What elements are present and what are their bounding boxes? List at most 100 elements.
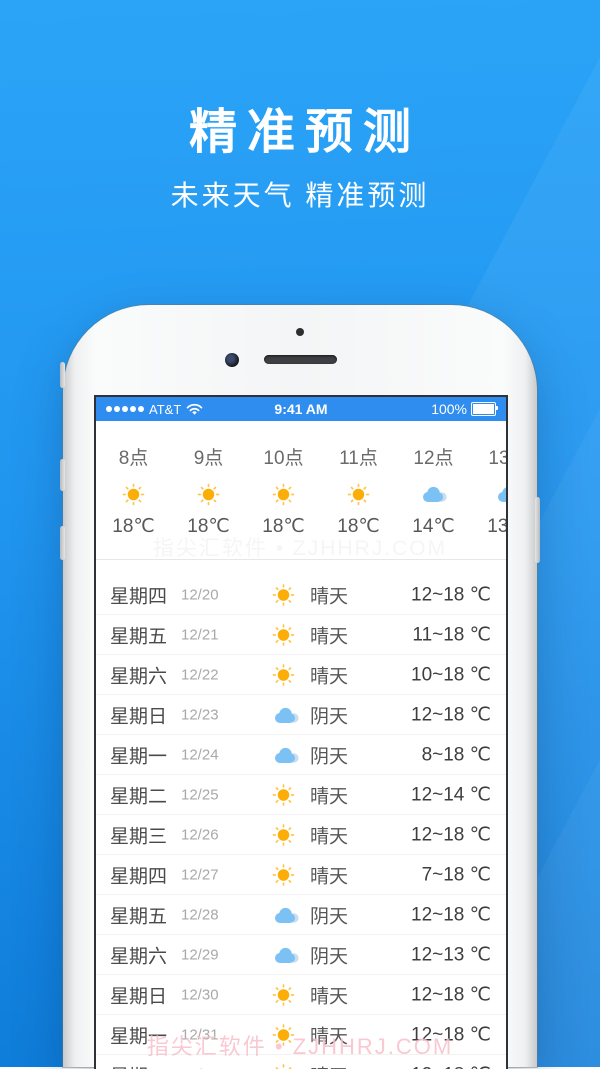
sun-icon: [272, 1063, 295, 1069]
battery-full-icon: [471, 402, 496, 416]
sun-icon: [272, 823, 295, 846]
front-camera: [225, 353, 239, 367]
weekday-label: 星期三: [110, 821, 167, 848]
sun-icon: [272, 583, 295, 606]
date-label: 12/25: [181, 786, 219, 803]
proximity-sensor-dot: [296, 328, 304, 336]
daily-forecast-row[interactable]: 星期日 12/23 阴天 12~18 ℃: [96, 695, 506, 735]
daily-forecast-row[interactable]: 星期五 12/21 晴天 11~18 ℃: [96, 615, 506, 655]
sun-icon: [197, 483, 220, 506]
temperature-range-label: 11~18 ℃: [412, 623, 491, 646]
temperature-range-label: 12~18 ℃: [411, 1063, 491, 1069]
sun-icon: [272, 983, 295, 1006]
condition-label: 阴天: [310, 741, 348, 768]
cloud-icon: [272, 745, 300, 765]
battery-percent-label: 100%: [431, 401, 467, 417]
date-label: 12/29: [181, 946, 219, 963]
condition-label: 晴天: [310, 1061, 348, 1069]
sun-icon: [122, 483, 145, 506]
weekday-label: 星期五: [110, 621, 167, 648]
daily-forecast-row[interactable]: 星期五 12/28 阴天 12~18 ℃: [96, 895, 506, 935]
weekday-label: 星期四: [110, 861, 167, 888]
date-label: 12/28: [181, 906, 219, 923]
cloud-icon: [420, 484, 448, 504]
earpiece-speaker: [264, 355, 337, 364]
temperature-range-label: 7~18 ℃: [422, 863, 491, 886]
hero-title: 精准预测: [0, 92, 600, 162]
cloud-icon: [272, 705, 300, 725]
status-bar: AT&T 9:41 AM 100%: [96, 397, 506, 421]
daily-forecast-row[interactable]: 星期四 12/20 晴天 12~18 ℃: [96, 575, 506, 615]
temperature-range-label: 12~18 ℃: [411, 823, 491, 846]
watermark: 指尖汇软件 • ZJHHRJ.COM: [0, 1029, 600, 1061]
condition-label: 晴天: [310, 621, 348, 648]
daily-forecast-row[interactable]: 星期一 12/24 阴天 8~18 ℃: [96, 735, 506, 775]
app-screen: AT&T 9:41 AM 100% 8点: [94, 395, 508, 1069]
cloud-icon: [272, 945, 300, 965]
sun-icon: [347, 483, 370, 506]
sun-icon: [272, 863, 295, 886]
date-label: 12/27: [181, 866, 219, 883]
date-label: 12/21: [181, 626, 219, 643]
condition-label: 晴天: [310, 981, 348, 1008]
date-label: 12/24: [181, 746, 219, 763]
daily-forecast-row[interactable]: 星期六 12/22 晴天 10~18 ℃: [96, 655, 506, 695]
carrier-label: AT&T: [149, 402, 181, 417]
date-label: 12/26: [181, 826, 219, 843]
mute-switch: [60, 362, 65, 388]
weekday-label: 星期二: [110, 1061, 167, 1069]
hero-subtitle: 未来天气 精准预测: [0, 174, 600, 214]
hour-label: 11点: [339, 448, 378, 469]
condition-label: 晴天: [310, 821, 348, 848]
condition-label: 晴天: [310, 861, 348, 888]
weekday-label: 星期二: [110, 781, 167, 808]
daily-forecast-list: 星期四 12/20 晴天 12~18 ℃: [96, 560, 506, 1069]
daily-forecast-row[interactable]: 星期二 12/25 晴天 12~14 ℃: [96, 775, 506, 815]
hour-label: 13点: [488, 448, 508, 469]
condition-label: 晴天: [310, 781, 348, 808]
weekday-label: 星期日: [110, 701, 167, 728]
hour-label: 8点: [119, 448, 149, 469]
sun-icon: [272, 623, 295, 646]
temperature-range-label: 12~18 ℃: [411, 903, 491, 926]
date-label: 12/20: [181, 586, 219, 603]
temperature-range-label: 12~18 ℃: [411, 983, 491, 1006]
phone-mockup: AT&T 9:41 AM 100% 8点: [63, 305, 537, 1067]
daily-forecast-row[interactable]: 星期三 12/26 晴天 12~18 ℃: [96, 815, 506, 855]
weekday-label: 星期六: [110, 661, 167, 688]
hour-label: 9点: [194, 448, 224, 469]
sun-icon: [272, 663, 295, 686]
temperature-range-label: 10~18 ℃: [411, 663, 491, 686]
temperature-range-label: 12~18 ℃: [411, 583, 491, 606]
weekday-label: 星期四: [110, 581, 167, 608]
date-label: 12/22: [181, 666, 219, 683]
cloud-icon: [272, 905, 300, 925]
volume-up-button: [60, 459, 65, 491]
faint-watermark: 指尖汇软件 • ZJHHRJ.COM: [0, 532, 600, 562]
temperature-range-label: 8~18 ℃: [422, 743, 491, 766]
signal-strength-icon: [106, 406, 144, 412]
condition-label: 阴天: [310, 701, 348, 728]
condition-label: 晴天: [310, 581, 348, 608]
hour-label: 12点: [413, 448, 453, 469]
condition-label: 阴天: [310, 941, 348, 968]
condition-label: 晴天: [310, 661, 348, 688]
weekday-label: 星期五: [110, 901, 167, 928]
wifi-icon: [186, 403, 203, 416]
weekday-label: 星期日: [110, 981, 167, 1008]
sun-icon: [272, 783, 295, 806]
date-label: 12/30: [181, 986, 219, 1003]
weekday-label: 星期一: [110, 741, 167, 768]
sun-icon: [272, 483, 295, 506]
temperature-range-label: 12~13 ℃: [411, 943, 491, 966]
weekday-label: 星期六: [110, 941, 167, 968]
temperature-range-label: 12~18 ℃: [411, 703, 491, 726]
date-label: 12/23: [181, 706, 219, 723]
hour-label: 10点: [263, 448, 303, 469]
daily-forecast-row[interactable]: 星期日 12/30 晴天 12~18 ℃: [96, 975, 506, 1015]
daily-forecast-row[interactable]: 星期六 12/29 阴天 12~13 ℃: [96, 935, 506, 975]
condition-label: 阴天: [310, 901, 348, 928]
cloud-icon: [495, 484, 509, 504]
daily-forecast-row[interactable]: 星期四 12/27 晴天 7~18 ℃: [96, 855, 506, 895]
temperature-range-label: 12~14 ℃: [411, 783, 491, 806]
